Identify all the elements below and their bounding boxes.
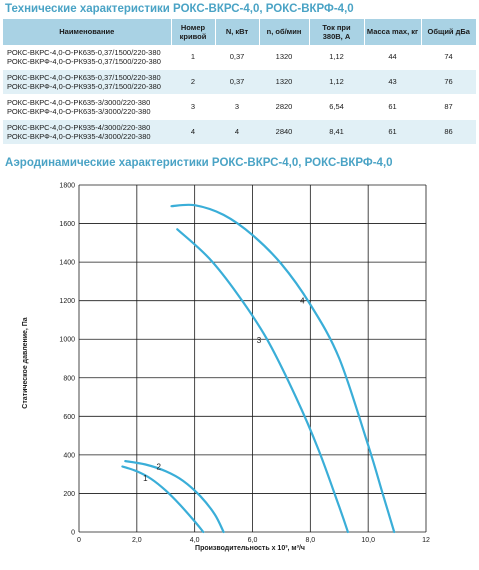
row-curve: 2 xyxy=(171,69,215,95)
row-rpm: 1320 xyxy=(259,45,309,70)
x-tick-label: 12 xyxy=(422,537,430,544)
row-name-line: РОКС-ВКРС-4,0-О-РК635-0,37/1500/220-380 xyxy=(7,47,161,57)
row-noise: 87 xyxy=(421,94,476,120)
y-tick-label: 1400 xyxy=(59,260,75,267)
y-axis-label: Статическое давление, Па xyxy=(22,317,29,409)
header-curve: Номер кривой xyxy=(171,19,216,45)
table-row: РОКС-ВКРС-4,0-О-РК935-4/3000/220-380 РОКС… xyxy=(3,119,476,145)
x-tick-label: 6,0 xyxy=(248,537,258,544)
table-row: РОКС-ВКРС-4,0-О-РК635-3/3000/220-380 РОКС… xyxy=(3,94,476,120)
y-tick-label: 1800 xyxy=(59,183,75,190)
specs-table: Наименование Номер кривой N, кВт n, об/м… xyxy=(3,19,476,145)
x-tick-label: 10,0 xyxy=(361,537,375,544)
curve-2 xyxy=(124,460,225,534)
specs-title: Технические характеристики РОКС-ВКРС-4,0… xyxy=(5,3,354,15)
row-current: 1,12 xyxy=(309,45,364,70)
row-name-line: РОКС-ВКРФ-4,0-О-РК935-4/3000/220-380 xyxy=(7,132,151,141)
y-tick-label: 1200 xyxy=(59,298,75,305)
header-power: N, кВт xyxy=(215,19,260,45)
row-mass: 43 xyxy=(364,69,421,95)
chart-grid xyxy=(78,184,427,533)
row-power: 0,37 xyxy=(215,45,259,70)
chart-ticks: 0 2,0 4,0 6,0 8,0 10,0 12 0 200 400 600 800 1000 1200… xyxy=(59,183,430,545)
header-noise: Общий дБа xyxy=(421,19,476,45)
y-tick-label: 400 xyxy=(63,452,75,459)
row-noise: 76 xyxy=(421,69,476,95)
x-tick-label: 4,0 xyxy=(190,537,200,544)
curve-label-3: 3 xyxy=(257,336,262,345)
row-power: 3 xyxy=(215,94,259,120)
row-noise: 74 xyxy=(421,45,476,70)
x-tick-label: 8,0 xyxy=(305,537,315,544)
curve-3 xyxy=(176,228,349,534)
row-rpm: 1320 xyxy=(259,69,309,95)
row-mass: 61 xyxy=(364,94,421,120)
chart-curves: 12 3 4 xyxy=(121,203,396,534)
x-tick-label: 2,0 xyxy=(132,537,142,544)
row-name: РОКС-ВКРС-4,0-О-РК635-0,37/1500/220-380 Р… xyxy=(3,45,171,70)
row-current: 6,54 xyxy=(309,94,364,120)
x-tick-label: 0 xyxy=(77,537,81,544)
row-name-line: РОКС-ВКРФ-4,0-О-РК935-0,37/1500/220-380 xyxy=(7,82,161,91)
y-tick-label: 200 xyxy=(63,491,75,498)
row-name: РОКС-ВКРС-4,0-О-РК935-4/3000/220-380 РОКС… xyxy=(3,119,171,145)
row-current: 1,12 xyxy=(309,69,364,95)
curve-1 xyxy=(121,465,205,534)
curve-4 xyxy=(170,203,396,534)
row-mass: 44 xyxy=(364,45,421,70)
row-name-line: РОКС-ВКРФ-4,0-О-РК935-0,37/1500/220-380 xyxy=(7,57,161,66)
row-name-line: РОКС-ВКРС-4,0-О-РК635-0,37/1500/220-380 xyxy=(7,72,161,82)
header-mass: Масса max, кг xyxy=(364,19,422,45)
header-name: Наименование xyxy=(3,19,172,45)
y-tick-label: 800 xyxy=(63,375,75,382)
x-axis-label: Производительность х 10³, м³/ч xyxy=(195,545,305,552)
aero-chart: 12 3 4 0 2,0 4,0 6,0 8,0 10,0 12 0 200 400 600 800 100… xyxy=(22,183,430,553)
curve-label-2: 2 xyxy=(157,462,162,471)
chart-title: Аэродинамические характеристики РОКС-ВКР… xyxy=(5,157,393,169)
curve-label-4: 4 xyxy=(300,297,305,306)
row-mass: 61 xyxy=(364,119,421,145)
curve-label-1: 1 xyxy=(143,474,148,483)
row-curve: 1 xyxy=(171,45,215,70)
table-row: РОКС-ВКРС-4,0-О-РК635-0,37/1500/220-380 Р… xyxy=(3,69,476,95)
y-tick-label: 1600 xyxy=(59,221,75,228)
specs-header-row: Наименование Номер кривой N, кВт n, об/м… xyxy=(3,19,476,45)
row-power: 4 xyxy=(215,119,259,145)
y-tick-label: 1000 xyxy=(59,337,75,344)
row-name: РОКС-ВКРС-4,0-О-РК635-0,37/1500/220-380 Р… xyxy=(3,69,171,95)
row-name-line: РОКС-ВКРС-4,0-О-РК635-3/3000/220-380 xyxy=(7,97,151,107)
row-curve: 3 xyxy=(171,94,215,120)
row-rpm: 2840 xyxy=(259,119,309,145)
y-tick-label: 0 xyxy=(71,530,75,537)
row-name-line: РОКС-ВКРФ-4,0-О-РК635-3/3000/220-380 xyxy=(7,107,151,116)
row-noise: 86 xyxy=(421,119,476,145)
row-rpm: 2820 xyxy=(259,94,309,120)
row-name-line: РОКС-ВКРС-4,0-О-РК935-4/3000/220-380 xyxy=(7,122,151,132)
row-power: 0,37 xyxy=(215,69,259,95)
row-name: РОКС-ВКРС-4,0-О-РК635-3/3000/220-380 РОКС… xyxy=(3,94,171,120)
y-tick-label: 600 xyxy=(63,414,75,421)
table-row: РОКС-ВКРС-4,0-О-РК635-0,37/1500/220-380 Р… xyxy=(3,45,476,70)
row-current: 8,41 xyxy=(309,119,364,145)
header-rpm: n, об/мин xyxy=(259,19,310,45)
row-curve: 4 xyxy=(171,119,215,145)
header-current: Ток при 380В, А xyxy=(309,19,365,45)
